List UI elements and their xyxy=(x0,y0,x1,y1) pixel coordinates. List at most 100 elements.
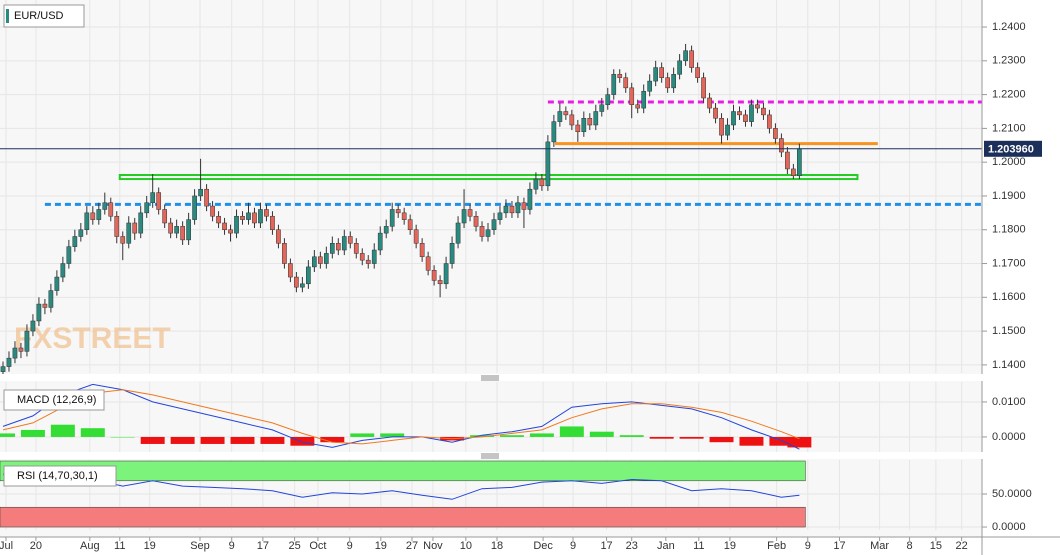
histogram-bar xyxy=(110,436,135,438)
candle-body xyxy=(246,212,251,220)
y-tick-label: 1.1700 xyxy=(992,257,1026,269)
candle-body xyxy=(192,195,197,220)
candle-body xyxy=(174,226,179,234)
candle-body xyxy=(467,209,473,217)
histogram-bar xyxy=(350,433,375,437)
x-tick-label: 19 xyxy=(144,540,156,552)
y-tick-label: 0.0000 xyxy=(992,431,1026,443)
indicator-line xyxy=(2,389,800,445)
candle-body xyxy=(509,205,515,214)
chart-title: EUR/USD xyxy=(14,10,64,22)
indicator-line xyxy=(2,473,800,500)
histogram-bar xyxy=(589,431,614,437)
candle-body xyxy=(599,104,605,112)
candle-body xyxy=(605,94,611,105)
histogram-bar xyxy=(260,436,285,444)
histogram-bar xyxy=(529,433,554,437)
y-tick-label: 1.2300 xyxy=(992,55,1026,67)
candle-body xyxy=(180,226,185,241)
candle-body xyxy=(419,243,425,258)
macd-title: MACD (12,26,9) xyxy=(17,394,96,406)
candle-body xyxy=(443,263,449,285)
candle-body xyxy=(719,118,724,136)
candle-body xyxy=(276,229,281,244)
title-box xyxy=(3,465,117,487)
title-box xyxy=(3,389,105,411)
plot-background xyxy=(0,0,982,537)
candle-body xyxy=(162,209,168,224)
y-tick-label: 0.0100 xyxy=(992,396,1026,408)
candle-body xyxy=(114,215,120,237)
candle-body xyxy=(743,114,748,122)
candle-body xyxy=(587,118,593,126)
candle-body xyxy=(228,229,233,234)
histogram-bar xyxy=(80,428,105,437)
candle-body xyxy=(389,209,395,227)
candle-body xyxy=(371,249,377,264)
candle-body xyxy=(264,209,269,217)
candle-body xyxy=(150,192,156,203)
y-tick-label: 1.1400 xyxy=(992,359,1026,371)
x-tick-label: Jan xyxy=(657,540,675,552)
candle-body xyxy=(485,229,491,237)
histogram-bar xyxy=(20,429,45,437)
x-tick-label: 11 xyxy=(114,540,125,552)
candle-body xyxy=(132,222,138,234)
candle-body xyxy=(222,222,227,230)
y-tick-label: 1.2000 xyxy=(992,156,1026,168)
y-tick-label: 50.0000 xyxy=(992,488,1032,500)
histogram-bar xyxy=(470,435,494,437)
x-tick-label: Jul xyxy=(0,540,13,552)
candle-body xyxy=(761,107,766,116)
candle-body xyxy=(593,111,599,126)
histogram-bar xyxy=(709,436,734,443)
candle-body xyxy=(407,219,413,230)
candle-body xyxy=(96,209,102,220)
candle-body xyxy=(240,215,245,220)
x-tick-label: Oct xyxy=(309,540,326,552)
y-tick-label: 1.1500 xyxy=(992,325,1026,337)
candle-body xyxy=(677,60,682,75)
candle-body xyxy=(647,80,653,92)
histogram-bar xyxy=(739,436,764,446)
candle-body xyxy=(671,74,676,89)
last-price-box xyxy=(984,140,1042,157)
candle-body xyxy=(545,141,551,187)
candle-body xyxy=(306,266,311,285)
x-tick-label: 8 xyxy=(906,540,912,552)
candle-body xyxy=(569,114,575,126)
candle-body xyxy=(479,226,485,237)
candle-body xyxy=(491,219,497,230)
x-tick-label: Mar xyxy=(870,540,889,552)
candle-body xyxy=(84,212,90,230)
candle-body xyxy=(347,236,353,244)
histogram-bar xyxy=(787,436,812,448)
candle-body xyxy=(102,202,108,210)
candle-body xyxy=(413,229,419,244)
x-tick-label: 10 xyxy=(460,540,472,552)
title-box xyxy=(3,4,85,28)
candle-body xyxy=(737,111,742,116)
candle-body xyxy=(36,303,42,322)
x-tick-label: Aug xyxy=(80,540,100,552)
candle-body xyxy=(168,222,173,234)
histogram-bar xyxy=(320,436,345,443)
x-tick-label: 20 xyxy=(30,540,42,552)
candle-body xyxy=(288,263,293,278)
rsi-band xyxy=(0,460,806,482)
candle-body xyxy=(144,202,150,214)
x-tick-label: 25 xyxy=(288,540,300,552)
candle-body xyxy=(791,168,796,176)
candle-body xyxy=(359,253,365,261)
last-price-label: 1.203960 xyxy=(988,144,1034,156)
candle-body xyxy=(318,256,323,264)
candle-body xyxy=(6,357,12,367)
candle-body xyxy=(431,270,437,281)
labels: Jul 20 Aug 11 19 Sep 9 17 25 Oct 9 19 27 Nov 10 18 Dec 9 1… xyxy=(0,21,1042,552)
histogram-bar xyxy=(679,436,704,439)
x-tick-label: 23 xyxy=(626,540,638,552)
candle-body xyxy=(312,256,317,268)
x-tick-label: 11 xyxy=(693,540,704,552)
candle-body xyxy=(377,232,383,251)
